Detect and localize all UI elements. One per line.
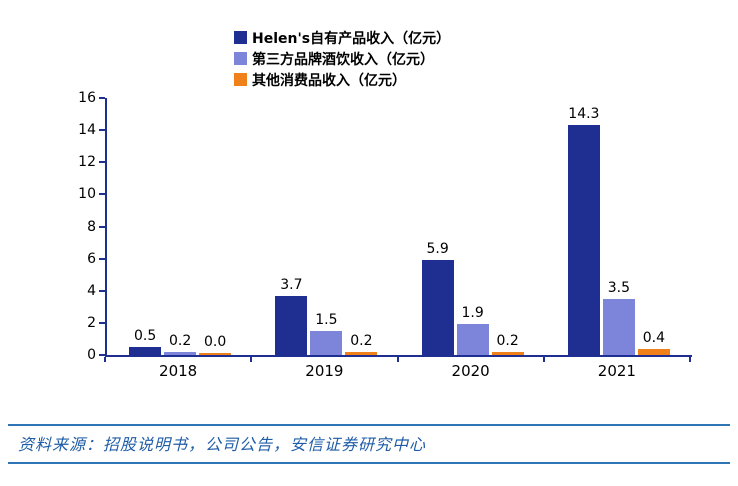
legend-swatch-icon [234,52,247,65]
bar-column: 1.5 [310,312,343,355]
bar [567,125,600,355]
y-axis-tick-mark [99,97,105,99]
y-axis-tick-mark [99,193,105,196]
bar [491,352,524,355]
legend-swatch-icon [234,73,247,86]
legend-label: Helen's自有产品收入（亿元） [252,30,451,47]
bar [456,324,489,355]
bar [275,296,308,355]
source-note: 资料来源：招股说明书，公司公告，安信证券研究中心 [18,435,427,454]
bar [164,352,197,355]
bar-column: 0.5 [129,328,162,355]
bar-value-label: 1.9 [461,305,484,321]
bar-column: 0.2 [164,333,197,355]
plot-area: 0.5 0.2 0.0 3.7 1.5 0.2 5.9 1.9 0.2 14.3 3.5 0.4 [105,98,692,357]
y-axis-tick-label: 8 [87,218,96,235]
y-axis-tick-label: 2 [87,314,96,331]
bar-column: 5.9 [421,241,454,355]
y-axis-tick-label: 14 [78,122,96,139]
bar-group-2018: 0.5 0.2 0.0 [129,328,232,355]
bar [345,352,378,355]
legend: Helen's自有产品收入（亿元） 第三方品牌酒饮收入（亿元） 其他消费品收入（亿元… [234,27,450,90]
x-axis-tick-mark [250,357,253,362]
bar [199,353,232,355]
y-axis-tick-label: 12 [78,154,96,171]
x-axis-category-label: 2018 [159,362,198,380]
x-axis-category-label: 2020 [451,362,490,380]
y-axis-tick-label: 10 [78,186,96,203]
y-axis-tick-mark [99,289,105,292]
bar-column: 1.9 [456,305,489,355]
legend-item: 第三方品牌酒饮收入（亿元） [234,48,450,69]
bar-value-label: 0.0 [203,334,227,350]
bar-value-label: 0.2 [350,333,373,349]
footer-divider-bottom [8,462,730,464]
bar-group-2021: 14.3 3.5 0.4 [567,106,670,355]
bar-column: 0.2 [345,333,378,355]
bar-column: 14.3 [567,106,600,355]
y-axis-tick-mark [99,321,105,324]
bar-value-label: 5.9 [426,241,449,257]
legend-label: 其他消费品收入（亿元） [252,72,406,89]
x-axis-tick-mark [396,357,399,362]
legend-label: 第三方品牌酒饮收入（亿元） [252,51,434,68]
bar-column: 0.4 [637,330,670,355]
y-axis-tick-mark [99,129,105,132]
bar-value-label: 3.7 [280,277,303,293]
footer-divider-top [8,424,730,426]
y-axis-tick-mark [99,161,105,164]
bar [129,347,162,355]
bar-column: 3.7 [275,277,308,355]
legend-item: Helen's自有产品收入（亿元） [234,27,450,48]
y-axis-tick-label: 0 [87,347,96,363]
x-axis-category-label: 2021 [597,362,636,380]
x-axis-tick-mark [689,357,691,362]
bar-value-label: 1.5 [315,312,338,328]
x-axis-tick-mark [104,357,106,362]
bar-value-label: 14.3 [568,106,600,122]
bar [602,299,635,355]
y-axis-tick-mark [99,257,105,260]
bar [310,331,343,355]
bar-value-label: 0.2 [496,333,519,349]
y-axis-tick-mark [99,225,105,228]
bar-value-label: 0.5 [133,328,157,344]
y-axis-tick-mark [99,354,105,356]
bar-column: 3.5 [602,280,635,355]
bar-group-2020: 5.9 1.9 0.2 [421,241,524,355]
bar-value-label: 0.4 [642,330,665,346]
bar-column: 0.2 [491,333,524,355]
bar-column: 0.0 [199,334,232,355]
x-axis-category-label: 2019 [305,362,344,380]
bar [421,260,454,355]
legend-swatch-icon [234,31,247,44]
bar-group-2019: 3.7 1.5 0.2 [275,277,378,355]
y-axis-tick-label: 16 [78,90,96,106]
bar-value-label: 3.5 [607,280,630,296]
bar-value-label: 0.2 [168,333,192,349]
y-axis-tick-label: 6 [87,250,96,267]
y-axis-tick-label: 4 [87,282,96,299]
legend-item: 其他消费品收入（亿元） [234,69,450,90]
x-axis-tick-mark [542,357,545,362]
bar [637,349,670,355]
